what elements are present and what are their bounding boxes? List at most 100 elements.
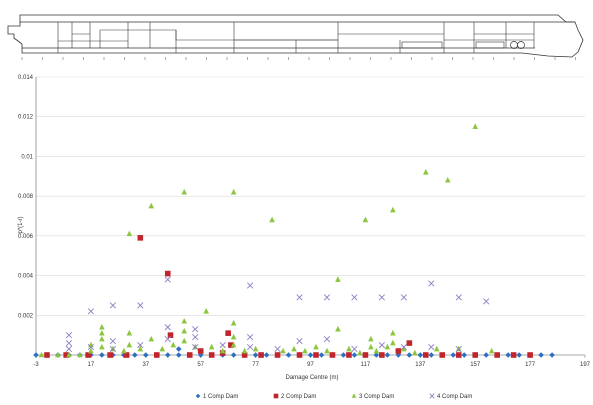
data-point <box>488 347 495 354</box>
data-point <box>225 330 231 336</box>
data-point <box>505 352 511 358</box>
data-point <box>241 347 248 354</box>
x-axis-label: Damage Centre (m) <box>285 375 338 381</box>
data-point <box>38 351 45 358</box>
ship-profile-drawing <box>7 14 584 60</box>
data-point <box>164 276 171 283</box>
data-point <box>137 345 144 352</box>
data-point <box>230 352 237 358</box>
data-point <box>252 345 259 352</box>
data-point <box>455 294 462 301</box>
data-point <box>65 332 73 339</box>
data-point <box>373 347 380 354</box>
data-point <box>99 323 105 330</box>
data-point <box>159 345 166 352</box>
y-axis-label: p*(1-r) <box>18 216 24 233</box>
ship-bow-thrusters <box>510 41 525 49</box>
data-point <box>307 352 314 358</box>
data-point <box>107 352 113 358</box>
data-point <box>143 352 149 358</box>
data-point <box>335 276 341 282</box>
data-point <box>450 352 457 358</box>
y-tick-label: 0.008 <box>18 194 34 200</box>
data-point <box>148 202 155 209</box>
x-tick-label: 197 <box>580 362 591 368</box>
data-point <box>296 294 303 301</box>
data-point <box>208 343 215 350</box>
data-point <box>192 334 199 341</box>
y-axis-ticks: 0.002 0.004 0.006 0.008 0.01 0.012 0.014 <box>18 75 34 319</box>
data-point <box>274 352 281 358</box>
data-point <box>55 351 61 358</box>
data-point <box>126 230 133 237</box>
data-point <box>121 347 127 354</box>
legend-label: 1 Comp Dam <box>203 394 238 400</box>
data-point <box>400 343 407 351</box>
data-point <box>428 343 435 351</box>
data-point <box>390 329 396 336</box>
data-point <box>181 188 188 195</box>
data-point <box>362 216 369 223</box>
data-point <box>318 352 325 358</box>
data-point <box>65 345 73 353</box>
data-point <box>351 294 358 301</box>
legend-marker <box>273 393 279 399</box>
data-point <box>296 352 303 358</box>
data-point <box>483 298 490 305</box>
data-point <box>285 352 292 358</box>
data-point <box>164 324 171 331</box>
data-point <box>132 352 138 358</box>
data-point <box>395 348 402 354</box>
ship-frame-ticks <box>21 57 576 60</box>
data-point <box>203 308 209 314</box>
data-point <box>455 345 462 353</box>
data-point <box>428 352 435 358</box>
data-point <box>77 351 83 358</box>
legend-label: 4 Comp Dam <box>437 394 472 400</box>
data-point <box>433 345 440 352</box>
data-point <box>164 270 171 277</box>
data-point <box>99 352 105 358</box>
scatter-chart: 0.002 0.004 0.006 0.008 0.01 0.012 0.014 -3 17 3… <box>18 75 591 400</box>
data-point <box>263 352 270 358</box>
data-point <box>357 349 363 356</box>
legend-marker <box>351 393 357 398</box>
data-point <box>384 352 391 358</box>
data-point <box>323 335 331 343</box>
data-point <box>99 343 105 350</box>
x-tick-label: 37 <box>142 362 149 368</box>
chart-gridlines <box>36 76 585 316</box>
data-point <box>44 352 50 358</box>
data-point <box>549 352 555 358</box>
data-point <box>208 352 215 358</box>
x-axis-ticks: -3 17 37 57 77 97 117 137 157 177 197 <box>33 355 591 368</box>
data-point <box>346 345 352 352</box>
data-point <box>313 343 319 350</box>
x-tick-label: 57 <box>197 362 204 368</box>
data-point <box>340 352 347 358</box>
data-point <box>65 339 73 347</box>
data-point <box>378 341 385 349</box>
x-tick-label: 157 <box>470 362 481 368</box>
data-point <box>186 352 193 358</box>
data-point <box>87 343 95 351</box>
data-point <box>390 339 396 346</box>
y-tick-label: 0.014 <box>18 75 34 81</box>
data-point <box>109 337 116 345</box>
y-tick-label: 0.01 <box>21 154 33 160</box>
data-point <box>390 206 396 213</box>
data-point <box>378 294 385 301</box>
data-point <box>123 352 130 358</box>
data-point <box>153 352 160 358</box>
data-point <box>401 345 407 352</box>
y-tick-label: 0.006 <box>18 234 34 240</box>
data-point <box>351 345 358 353</box>
data-point <box>246 343 254 351</box>
legend-label: 2 Comp Dam <box>281 394 316 400</box>
data-point <box>181 317 188 324</box>
series-4-points <box>65 276 490 353</box>
data-point <box>137 341 144 349</box>
x-tick-label: 177 <box>525 362 536 368</box>
data-point <box>412 349 418 356</box>
data-point <box>335 325 341 332</box>
